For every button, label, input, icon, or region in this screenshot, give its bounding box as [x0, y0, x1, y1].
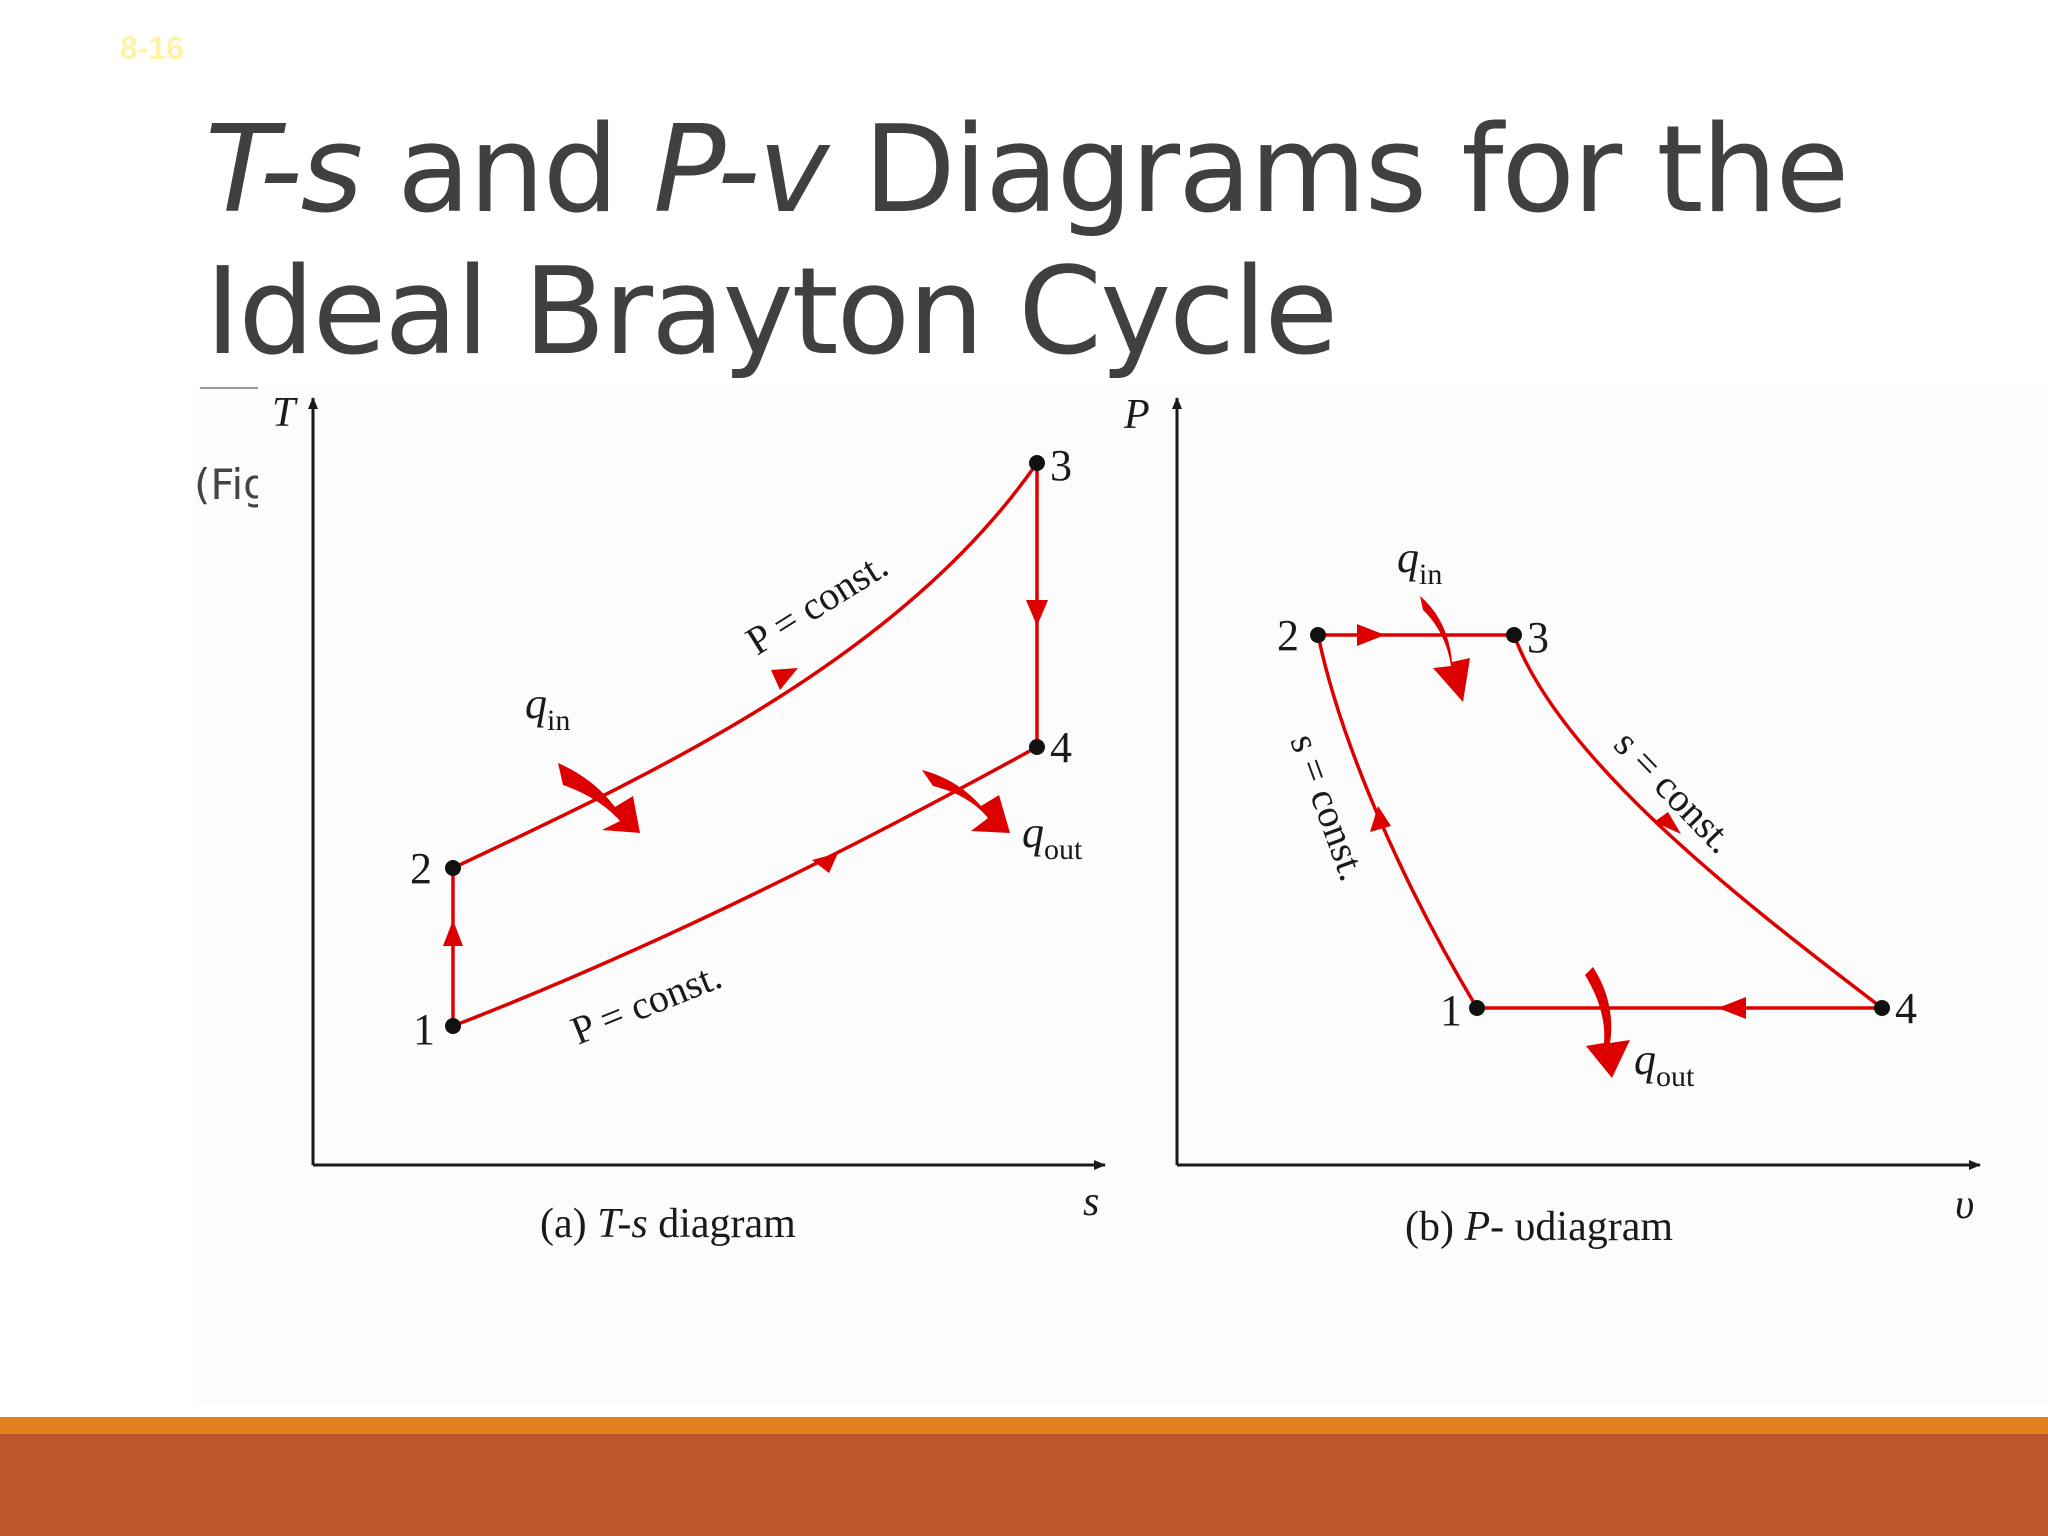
pv-q-in-sub: in: [1419, 558, 1442, 591]
pv-q-out-label: qout: [1634, 1035, 1695, 1093]
pv-point-4: [1874, 1000, 1890, 1016]
ts-point-3: [1029, 455, 1045, 471]
ts-point-2: [445, 860, 461, 876]
pv-caption-suffix: υdiagram: [1504, 1204, 1673, 1250]
ts-process-2-3: [452, 462, 1039, 870]
pv-diagram: P υ 1 2 3 4 s = const. s = const. qin qo…: [1123, 392, 1981, 1250]
ts-x-axis-label: s: [1083, 1179, 1099, 1225]
title-pv: P-v: [653, 101, 829, 240]
ts-caption-name: T-s: [597, 1201, 648, 1247]
ts-label-2: 2: [410, 844, 432, 893]
ts-arrow-4-1: [812, 853, 838, 873]
ts-caption-prefix: (a): [540, 1201, 597, 1247]
pv-y-axis-label: P: [1123, 392, 1150, 438]
title-and: and: [361, 101, 654, 240]
pv-caption: (b) P- υdiagram: [1405, 1204, 1673, 1250]
pv-arrow-1-2: [1370, 806, 1391, 832]
pv-point-3: [1506, 627, 1522, 643]
ts-q-out-letter: q: [1022, 808, 1044, 857]
pv-point-2: [1310, 627, 1326, 643]
pv-q-in-letter: q: [1397, 533, 1419, 582]
pv-q-out-sub: out: [1656, 1060, 1695, 1093]
ts-label-p-const-upper: P = const.: [738, 542, 896, 664]
pv-label-2: 2: [1277, 611, 1299, 660]
pv-x-axis-label: υ: [1955, 1182, 1974, 1228]
ts-label-4: 4: [1050, 723, 1072, 772]
pv-label-1: 1: [1440, 986, 1462, 1035]
pv-label-s-const-left: s = const.: [1282, 728, 1376, 887]
ts-label-1: 1: [413, 1005, 435, 1054]
pv-arrow-3-4: [1654, 812, 1681, 834]
pv-arrow-2-3: [1357, 624, 1385, 646]
pv-q-out-arrow: [1585, 967, 1630, 1078]
ts-arrow-1-2: [443, 920, 463, 946]
ts-label-3: 3: [1050, 441, 1072, 490]
pv-caption-name: P-: [1463, 1204, 1504, 1250]
title-rest: Diagrams for the Ideal Brayton Cycle: [205, 101, 1849, 382]
pv-q-in-label: qin: [1397, 533, 1442, 591]
pv-q-in-arrow: [1420, 596, 1470, 702]
ts-q-out-label: qout: [1022, 808, 1083, 866]
ts-q-out-sub: out: [1044, 833, 1083, 866]
ts-y-axis-label: T: [272, 390, 298, 436]
ts-diagram: T s 1 2 3 4 P = const. P = const. qin qo…: [272, 390, 1106, 1247]
ts-q-out-arrow: [922, 770, 1010, 833]
footer-accent-stripe: [0, 1417, 2048, 1434]
pv-arrow-4-1: [1718, 997, 1746, 1019]
ts-q-in-arrow: [558, 763, 640, 833]
pv-label-3: 3: [1527, 613, 1549, 662]
ts-q-in-label: qin: [525, 679, 570, 737]
title-ts: T-s: [205, 101, 363, 240]
slide-number: 8-16: [120, 30, 185, 66]
pv-label-4: 4: [1895, 984, 1917, 1033]
ts-point-1: [445, 1018, 461, 1034]
ts-point-4: [1029, 739, 1045, 755]
pv-process-3-4: [1512, 634, 1884, 1010]
ts-caption-suffix: diagram: [648, 1201, 796, 1247]
ts-caption: (a) T-s diagram: [540, 1201, 796, 1247]
pv-point-1: [1469, 1000, 1485, 1016]
ts-arrow-3-4: [1026, 600, 1048, 626]
figure-caption-fragment: (Fig: [194, 460, 258, 509]
ts-label-p-const-lower: P = const.: [565, 953, 728, 1054]
ts-arrow-2-3: [771, 668, 798, 690]
pv-q-out-letter: q: [1634, 1035, 1656, 1084]
ts-q-in-letter: q: [525, 679, 547, 728]
pv-caption-prefix: (b): [1405, 1204, 1464, 1250]
slide-title: T-s and P-v Diagrams for the Ideal Brayt…: [205, 100, 1905, 384]
footer-bar: [0, 1434, 2048, 1536]
ts-q-in-sub: in: [547, 704, 570, 737]
